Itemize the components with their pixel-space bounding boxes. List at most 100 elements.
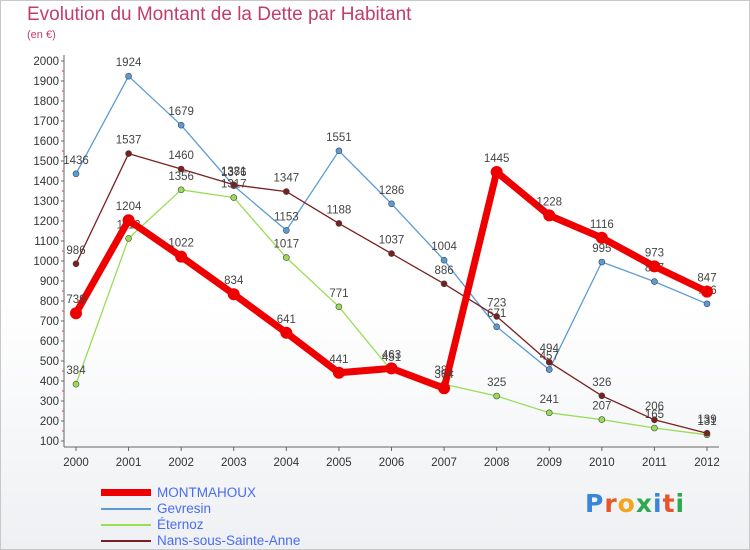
data-label: 451: [382, 352, 401, 364]
legend-label: Gevresin: [157, 501, 212, 516]
y-tick-label: 1300: [33, 196, 59, 208]
data-point: [332, 366, 345, 379]
data-point: [545, 409, 553, 417]
x-tick-label: 2011: [642, 457, 667, 469]
data-point: [648, 260, 661, 273]
data-point: [490, 166, 503, 178]
data-label: 723: [487, 297, 506, 309]
data-label: 463: [382, 349, 401, 361]
data-label: 1017: [274, 239, 300, 251]
data-point: [493, 313, 500, 320]
legend-label: Nans-sous-Sainte-Anne: [157, 533, 301, 548]
data-point: [125, 235, 132, 242]
data-point: [385, 362, 398, 375]
data-point: [543, 209, 556, 222]
data-label: 494: [540, 343, 560, 355]
y-tick-label: 900: [40, 276, 59, 288]
chart-title: Evolution du Montant de la Dette par Hab…: [27, 4, 412, 25]
data-point: [125, 72, 132, 80]
data-point: [283, 188, 290, 195]
data-point: [177, 165, 185, 173]
data-point: [438, 382, 451, 395]
data-label: 847: [697, 273, 716, 285]
y-tick-label: 500: [40, 356, 59, 368]
data-point: [230, 194, 238, 201]
data-label: 1153: [274, 211, 299, 223]
logo-letter: i: [653, 489, 663, 518]
logo-letter: t: [662, 489, 676, 518]
data-point: [227, 288, 240, 301]
chart-subtitle: (en €): [27, 29, 56, 41]
data-point: [651, 424, 658, 432]
x-tick-label: 2009: [536, 457, 562, 469]
data-point: [177, 186, 185, 194]
data-label: 641: [277, 314, 296, 326]
data-label: 139: [697, 414, 716, 426]
legend-swatch: [101, 524, 151, 526]
data-point: [230, 181, 238, 189]
data-point: [703, 429, 711, 437]
x-tick-label: 2010: [589, 457, 615, 469]
x-tick-label: 2008: [484, 457, 510, 469]
data-point: [595, 231, 608, 244]
proxiti-logo: Proxiti: [585, 489, 685, 518]
logo-letter: P: [585, 489, 605, 518]
data-label: 1004: [431, 241, 457, 253]
data-point: [335, 147, 343, 155]
y-tick-label: 1700: [33, 116, 59, 128]
data-label: 1347: [274, 173, 300, 185]
data-label: 1356: [168, 171, 194, 183]
y-tick-label: 1800: [33, 96, 59, 108]
data-label: 995: [592, 243, 611, 255]
data-point: [335, 220, 343, 227]
y-tick-label: 400: [40, 376, 59, 388]
data-label: 1381: [221, 166, 247, 178]
y-tick-label: 1000: [33, 256, 59, 268]
y-tick-label: 300: [40, 396, 59, 408]
data-label: 1445: [484, 153, 510, 165]
data-point: [545, 358, 553, 366]
data-label: 326: [592, 377, 611, 389]
x-tick-label: 2002: [168, 457, 194, 469]
data-point: [493, 392, 500, 400]
data-point: [122, 214, 135, 227]
data-point: [177, 121, 185, 129]
data-label: 771: [329, 288, 348, 300]
y-tick-label: 1500: [33, 156, 59, 168]
data-label: 1116: [590, 219, 614, 231]
x-tick-label: 2003: [221, 457, 247, 469]
data-point: [72, 260, 80, 268]
data-point: [440, 256, 448, 264]
data-label: 1436: [63, 155, 89, 167]
data-label: 1551: [326, 132, 352, 144]
data-label: 886: [434, 265, 453, 277]
x-tick-label: 2004: [274, 457, 300, 469]
data-label: 241: [540, 394, 559, 406]
data-label: 325: [487, 377, 506, 389]
y-tick-label: 700: [40, 316, 59, 328]
data-point: [701, 285, 713, 298]
data-point: [283, 227, 290, 234]
logo-letter: x: [635, 489, 653, 518]
legend-swatch: [101, 540, 151, 542]
data-label: 1679: [168, 106, 194, 118]
data-label: 1286: [379, 185, 405, 197]
data-label: 206: [645, 401, 664, 413]
data-label: 1537: [116, 135, 142, 147]
data-label: 384: [66, 365, 86, 377]
data-label: 1924: [116, 57, 142, 69]
data-label: 739: [66, 294, 85, 306]
legend-label: MONTMAHOUX: [157, 485, 256, 500]
y-tick-label: 1400: [33, 176, 59, 188]
data-label: 1204: [116, 201, 142, 213]
y-tick-label: 1100: [34, 236, 59, 248]
legend-swatch: [101, 489, 151, 496]
data-label: 973: [645, 247, 664, 259]
data-point: [703, 300, 711, 308]
data-label: 1460: [168, 150, 194, 162]
data-point: [283, 254, 290, 261]
data-point: [280, 326, 293, 339]
y-tick-label: 1900: [33, 76, 59, 88]
